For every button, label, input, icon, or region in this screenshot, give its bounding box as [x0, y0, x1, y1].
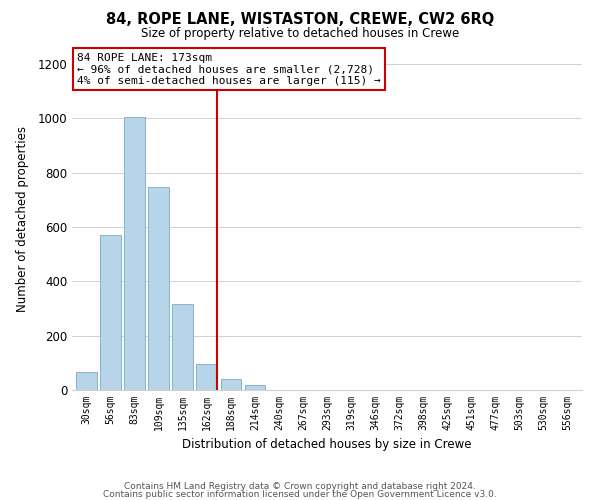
Bar [100, 235, 121, 390]
Text: Contains public sector information licensed under the Open Government Licence v3: Contains public sector information licen… [103, 490, 497, 499]
Text: 84 ROPE LANE: 173sqm
← 96% of detached houses are smaller (2,728)
4% of semi-det: 84 ROPE LANE: 173sqm ← 96% of detached h… [77, 52, 381, 86]
Bar [196, 364, 217, 390]
Bar [172, 304, 193, 390]
Bar [148, 188, 169, 390]
Text: 84, ROPE LANE, WISTASTON, CREWE, CW2 6RQ: 84, ROPE LANE, WISTASTON, CREWE, CW2 6RQ [106, 12, 494, 28]
Bar [124, 117, 145, 390]
Text: Contains HM Land Registry data © Crown copyright and database right 2024.: Contains HM Land Registry data © Crown c… [124, 482, 476, 491]
Bar [76, 372, 97, 390]
Bar [221, 378, 241, 390]
Text: Size of property relative to detached houses in Crewe: Size of property relative to detached ho… [141, 28, 459, 40]
Y-axis label: Number of detached properties: Number of detached properties [16, 126, 29, 312]
X-axis label: Distribution of detached houses by size in Crewe: Distribution of detached houses by size … [182, 438, 472, 452]
Bar [245, 385, 265, 390]
